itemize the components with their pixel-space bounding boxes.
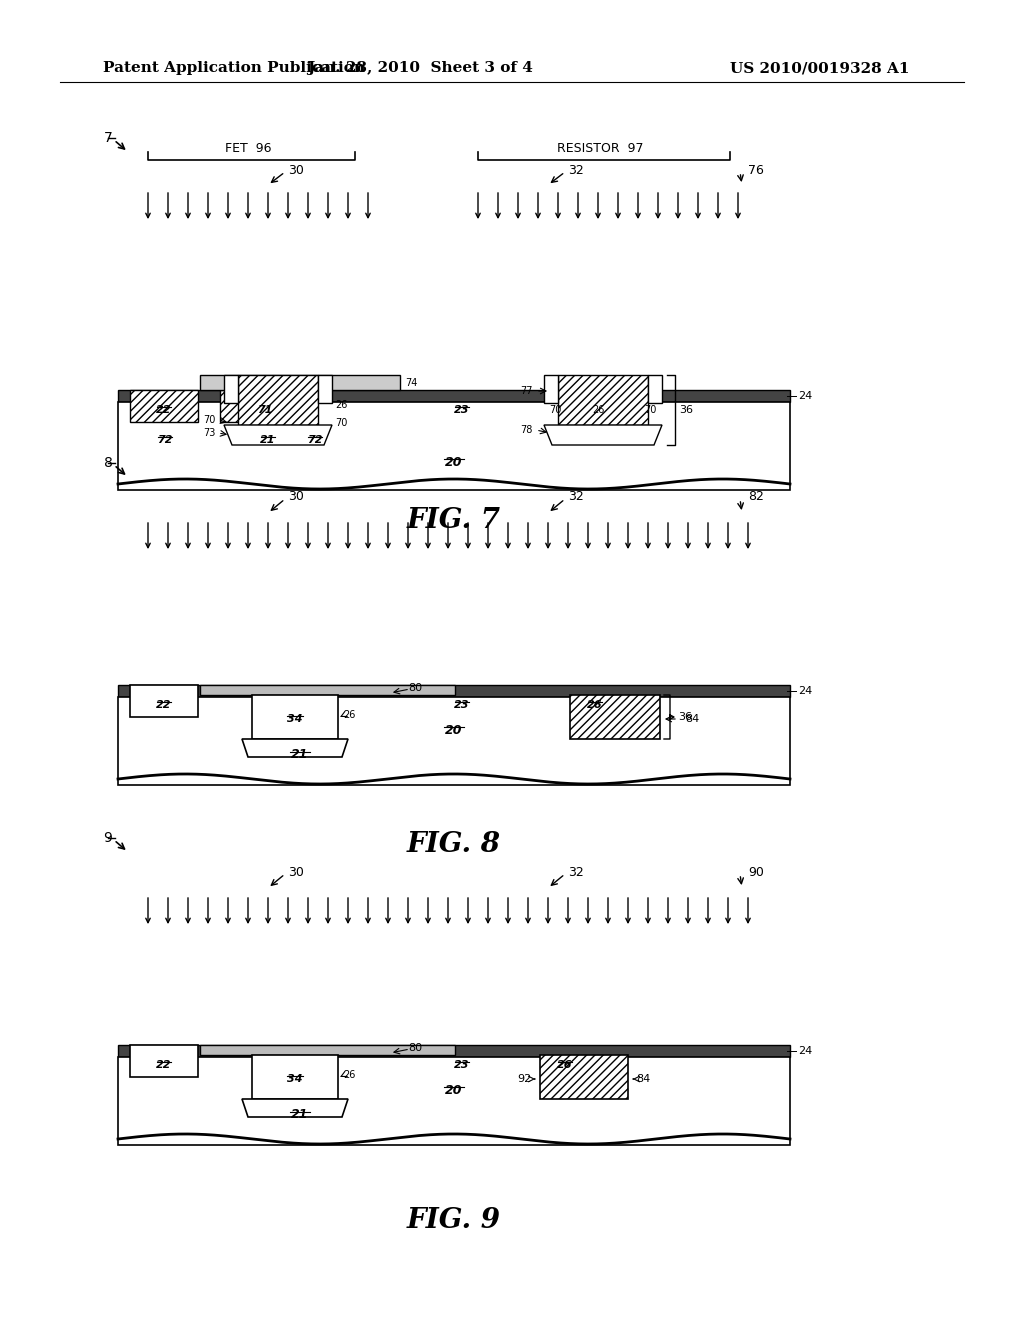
Bar — [118, 389, 790, 403]
Text: 21: 21 — [260, 436, 275, 445]
Text: 20: 20 — [445, 723, 463, 737]
Text: 24: 24 — [798, 1045, 812, 1056]
Text: 77: 77 — [520, 385, 534, 396]
Bar — [540, 1055, 628, 1100]
Text: 90: 90 — [748, 866, 764, 879]
Text: 70: 70 — [549, 405, 561, 414]
Polygon shape — [544, 425, 662, 445]
Bar — [118, 685, 790, 697]
Text: 21: 21 — [291, 748, 309, 762]
Text: 72: 72 — [158, 436, 173, 445]
Bar — [118, 403, 790, 490]
Text: 32: 32 — [568, 491, 584, 503]
Text: FIG. 9: FIG. 9 — [407, 1206, 501, 1233]
Text: 32: 32 — [568, 164, 584, 177]
Bar — [318, 375, 332, 403]
Text: 9: 9 — [103, 832, 113, 845]
Bar — [118, 1045, 790, 1057]
Text: 26: 26 — [587, 700, 603, 710]
Text: 80: 80 — [408, 682, 422, 693]
Text: 23: 23 — [455, 1060, 470, 1071]
Bar — [118, 1057, 790, 1144]
Text: 78: 78 — [520, 425, 534, 436]
Bar — [544, 375, 558, 403]
Text: FIG. 8: FIG. 8 — [407, 832, 501, 858]
Text: 73: 73 — [204, 428, 216, 438]
Text: Patent Application Publication: Patent Application Publication — [103, 61, 365, 75]
Text: 7: 7 — [103, 131, 113, 145]
Text: FET  96: FET 96 — [224, 141, 271, 154]
Text: 22: 22 — [157, 1060, 172, 1071]
Text: 21: 21 — [291, 1109, 309, 1122]
Polygon shape — [224, 425, 332, 445]
Text: 20: 20 — [445, 455, 463, 469]
Text: 32: 32 — [568, 866, 584, 879]
Bar — [118, 697, 790, 785]
Bar — [224, 375, 238, 403]
Bar — [130, 1045, 198, 1077]
Text: 23: 23 — [455, 405, 470, 414]
Bar — [200, 1045, 455, 1055]
Text: 70: 70 — [644, 405, 656, 414]
Bar — [648, 375, 662, 403]
Text: 23: 23 — [455, 700, 470, 710]
Polygon shape — [242, 1100, 348, 1117]
Text: 36: 36 — [679, 405, 693, 414]
Text: 30: 30 — [288, 866, 304, 879]
Text: 70: 70 — [335, 418, 347, 428]
Text: FIG. 7: FIG. 7 — [407, 507, 501, 533]
Text: 80: 80 — [408, 1043, 422, 1053]
Text: 92: 92 — [518, 1074, 532, 1084]
Text: 30: 30 — [288, 164, 304, 177]
Text: 74: 74 — [406, 378, 418, 388]
Text: 30: 30 — [288, 491, 304, 503]
Text: 34: 34 — [288, 1074, 303, 1084]
Bar — [252, 696, 338, 739]
Text: 71: 71 — [257, 405, 272, 414]
Bar — [570, 696, 660, 739]
Text: 82: 82 — [748, 491, 764, 503]
Bar — [130, 389, 198, 422]
Bar — [220, 389, 310, 422]
Bar — [130, 685, 198, 717]
Text: 36: 36 — [678, 711, 692, 722]
Text: 70: 70 — [204, 414, 216, 425]
Text: 22: 22 — [157, 405, 172, 414]
Text: 76: 76 — [748, 164, 764, 177]
Bar — [238, 375, 318, 425]
Bar — [558, 375, 648, 425]
Text: Jan. 28, 2010  Sheet 3 of 4: Jan. 28, 2010 Sheet 3 of 4 — [307, 61, 532, 75]
Text: RESISTOR  97: RESISTOR 97 — [557, 141, 643, 154]
Text: 26: 26 — [592, 405, 604, 414]
Text: 26: 26 — [343, 1071, 355, 1080]
Text: 24: 24 — [798, 686, 812, 696]
Text: US 2010/0019328 A1: US 2010/0019328 A1 — [730, 61, 909, 75]
Text: 34: 34 — [288, 714, 303, 723]
Text: 20: 20 — [445, 1084, 463, 1097]
Text: 26: 26 — [343, 710, 355, 719]
Bar — [200, 685, 455, 696]
Bar — [200, 375, 400, 389]
Polygon shape — [242, 739, 348, 756]
Bar — [252, 1055, 338, 1100]
Text: 26: 26 — [557, 1060, 572, 1071]
Text: 24: 24 — [798, 391, 812, 401]
Text: 84: 84 — [685, 714, 699, 723]
Text: 22: 22 — [157, 700, 172, 710]
Text: 72: 72 — [307, 436, 323, 445]
Text: 26: 26 — [335, 400, 347, 411]
Text: 8: 8 — [103, 455, 113, 470]
Text: 84: 84 — [636, 1074, 650, 1084]
